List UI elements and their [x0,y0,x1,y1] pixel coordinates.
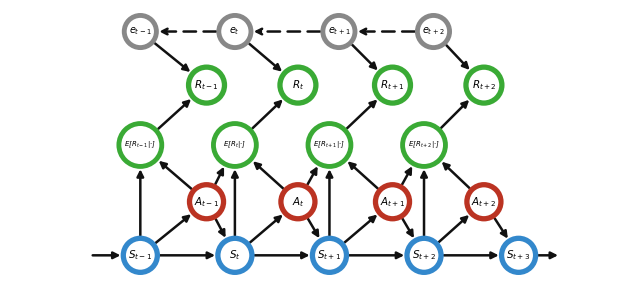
Text: $e_{t+1}$: $e_{t+1}$ [328,26,350,37]
Text: $S_{t}$: $S_{t}$ [229,249,241,262]
Text: $S_{t+3}$: $S_{t+3}$ [506,249,531,262]
Text: $A_{t+1}$: $A_{t+1}$ [380,195,405,209]
Text: $R_{t+1}$: $R_{t+1}$ [380,78,405,92]
Text: $e_{t}$: $e_{t}$ [230,26,241,37]
Text: $S_{t+1}$: $S_{t+1}$ [317,249,342,262]
Text: $S_{t+2}$: $S_{t+2}$ [412,249,436,262]
Text: $S_{t-1}$: $S_{t-1}$ [128,249,152,262]
Text: E[$R_{t+2}$|$\cdot$]: E[$R_{t+2}$|$\cdot$] [408,139,440,151]
Text: $e_{t-1}$: $e_{t-1}$ [129,26,152,37]
Text: E[$R_{t}$|$\cdot$]: E[$R_{t}$|$\cdot$] [223,139,246,151]
Text: $R_{t+2}$: $R_{t+2}$ [472,78,497,92]
Text: $A_{t-1}$: $A_{t-1}$ [194,195,220,209]
Text: $R_{t}$: $R_{t}$ [292,78,304,92]
Text: E[$R_{t+1}$|$\cdot$]: E[$R_{t+1}$|$\cdot$] [314,139,346,151]
Text: $e_{t+2}$: $e_{t+2}$ [422,26,445,37]
Text: $A_{t+2}$: $A_{t+2}$ [471,195,497,209]
Text: $A_{t}$: $A_{t}$ [292,195,304,209]
Text: E[$R_{t-1}$|$\cdot$]: E[$R_{t-1}$|$\cdot$] [124,139,156,151]
Text: $R_{t-1}$: $R_{t-1}$ [194,78,219,92]
